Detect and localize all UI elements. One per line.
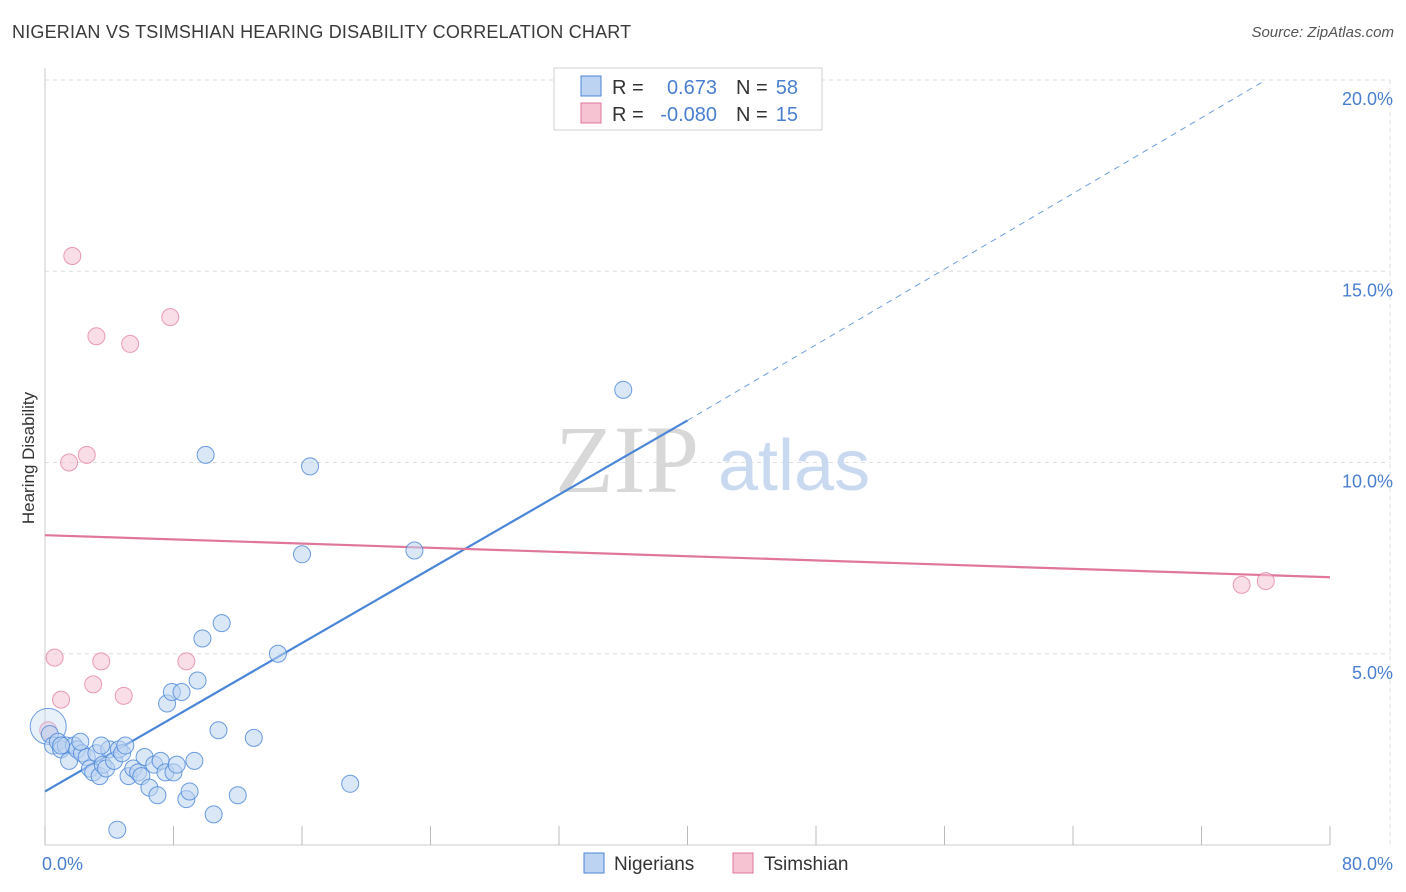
point-nigerians-43 bbox=[204, 805, 223, 824]
point-nigerians-57 bbox=[52, 736, 71, 755]
point-tsimshian-8 bbox=[92, 652, 111, 671]
point-nigerians-52 bbox=[405, 541, 424, 560]
point-nigerians-35 bbox=[167, 755, 186, 774]
series-label-tsimshian: Tsimshian bbox=[764, 854, 848, 875]
series-swatch-nigerians bbox=[583, 852, 605, 874]
watermark: ZIP atlas bbox=[555, 406, 870, 513]
watermark-atlas: atlas bbox=[718, 426, 870, 506]
y-tick-label-2: 15.0% bbox=[1342, 280, 1393, 300]
legend-n-label-1: N = bbox=[736, 77, 768, 99]
point-tsimshian-7 bbox=[87, 327, 106, 346]
point-nigerians-39 bbox=[185, 751, 204, 770]
legend-swatch-pink bbox=[580, 102, 602, 124]
legend-r-value-1: 0.673 bbox=[667, 77, 717, 99]
y-tick-label-0: 5.0% bbox=[1352, 663, 1393, 683]
legend-r-label-1: R = bbox=[612, 77, 644, 99]
series-label-nigerians: Nigerians bbox=[614, 854, 694, 875]
point-tsimshian-5 bbox=[77, 445, 96, 464]
point-nigerians-40 bbox=[188, 671, 207, 690]
point-nigerians-48 bbox=[268, 644, 287, 663]
y-axis-label: Hearing Disability bbox=[19, 391, 38, 524]
point-tsimshian-9 bbox=[114, 686, 133, 705]
point-nigerians-41 bbox=[193, 629, 212, 648]
point-nigerians-36 bbox=[172, 683, 191, 701]
point-nigerians-42 bbox=[196, 445, 215, 464]
point-tsimshian-4 bbox=[63, 246, 82, 265]
legend-swatch-blue bbox=[580, 75, 602, 97]
x-tick-label-0: 0.0% bbox=[42, 854, 83, 874]
point-nigerians-44 bbox=[209, 721, 228, 740]
point-nigerians-46 bbox=[228, 786, 247, 805]
trend-line-nigerians-extension bbox=[687, 79, 1267, 421]
series-legend: Nigerians Tsimshian bbox=[583, 852, 848, 875]
series-swatch-tsimshian bbox=[732, 852, 754, 874]
point-tsimshian-1 bbox=[45, 648, 64, 667]
x-tick-label-1: 80.0% bbox=[1342, 854, 1393, 874]
source-label: Source: ZipAtlas.com bbox=[1251, 24, 1394, 41]
point-tsimshian-13 bbox=[1232, 575, 1251, 594]
legend-n-label-2: N = bbox=[736, 104, 768, 126]
point-nigerians-54 bbox=[108, 820, 127, 839]
trend-line-tsimshian bbox=[44, 534, 1331, 579]
point-nigerians-55 bbox=[92, 736, 111, 755]
point-nigerians-29 bbox=[148, 786, 167, 805]
point-tsimshian-3 bbox=[60, 453, 79, 472]
point-tsimshian-11 bbox=[161, 308, 180, 327]
legend-n-value-1: 58 bbox=[776, 77, 798, 99]
y-tick-label-1: 10.0% bbox=[1342, 472, 1393, 492]
point-tsimshian-10 bbox=[121, 334, 140, 353]
data-points bbox=[29, 246, 1275, 839]
trend-line-nigerians bbox=[44, 419, 689, 793]
x-tick-labels: 0.0% 80.0% bbox=[42, 854, 1393, 874]
point-nigerians-56 bbox=[71, 732, 90, 751]
point-nigerians-53 bbox=[614, 380, 633, 399]
point-nigerians-47 bbox=[244, 728, 263, 747]
legend-r-value-2: -0.080 bbox=[660, 104, 717, 126]
y-tick-label-3: 20.0% bbox=[1342, 89, 1393, 109]
point-tsimshian-12 bbox=[177, 652, 196, 671]
watermark-zip: ZIP bbox=[555, 406, 699, 513]
point-tsimshian-6 bbox=[84, 675, 103, 694]
trend-lines bbox=[44, 79, 1331, 793]
point-nigerians-21 bbox=[116, 736, 135, 755]
point-nigerians-38 bbox=[180, 782, 199, 801]
point-tsimshian-14 bbox=[1256, 572, 1275, 591]
point-nigerians-49 bbox=[293, 545, 311, 564]
chart-title: NIGERIAN VS TSIMSHIAN HEARING DISABILITY… bbox=[12, 22, 632, 42]
point-nigerians-50 bbox=[301, 457, 320, 476]
y-tick-labels: 5.0% 10.0% 15.0% 20.0% bbox=[1342, 89, 1393, 683]
point-tsimshian-2 bbox=[52, 690, 71, 709]
point-nigerians-45 bbox=[212, 614, 231, 633]
legend-r-label-2: R = bbox=[612, 104, 644, 126]
legend-n-value-2: 15 bbox=[776, 104, 798, 126]
correlation-legend: R = 0.673 N = 58 R = -0.080 N = 15 bbox=[553, 67, 823, 131]
axes bbox=[44, 68, 1331, 846]
point-nigerians-51 bbox=[341, 774, 360, 793]
